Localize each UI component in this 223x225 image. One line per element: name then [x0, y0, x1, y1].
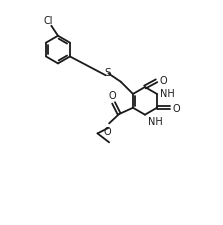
Text: O: O — [108, 90, 116, 100]
Text: NH: NH — [148, 116, 162, 126]
Text: NH: NH — [160, 88, 175, 98]
Text: O: O — [160, 76, 167, 86]
Text: S: S — [104, 67, 111, 77]
Text: Cl: Cl — [43, 16, 53, 25]
Text: O: O — [173, 103, 181, 113]
Text: O: O — [104, 127, 112, 137]
